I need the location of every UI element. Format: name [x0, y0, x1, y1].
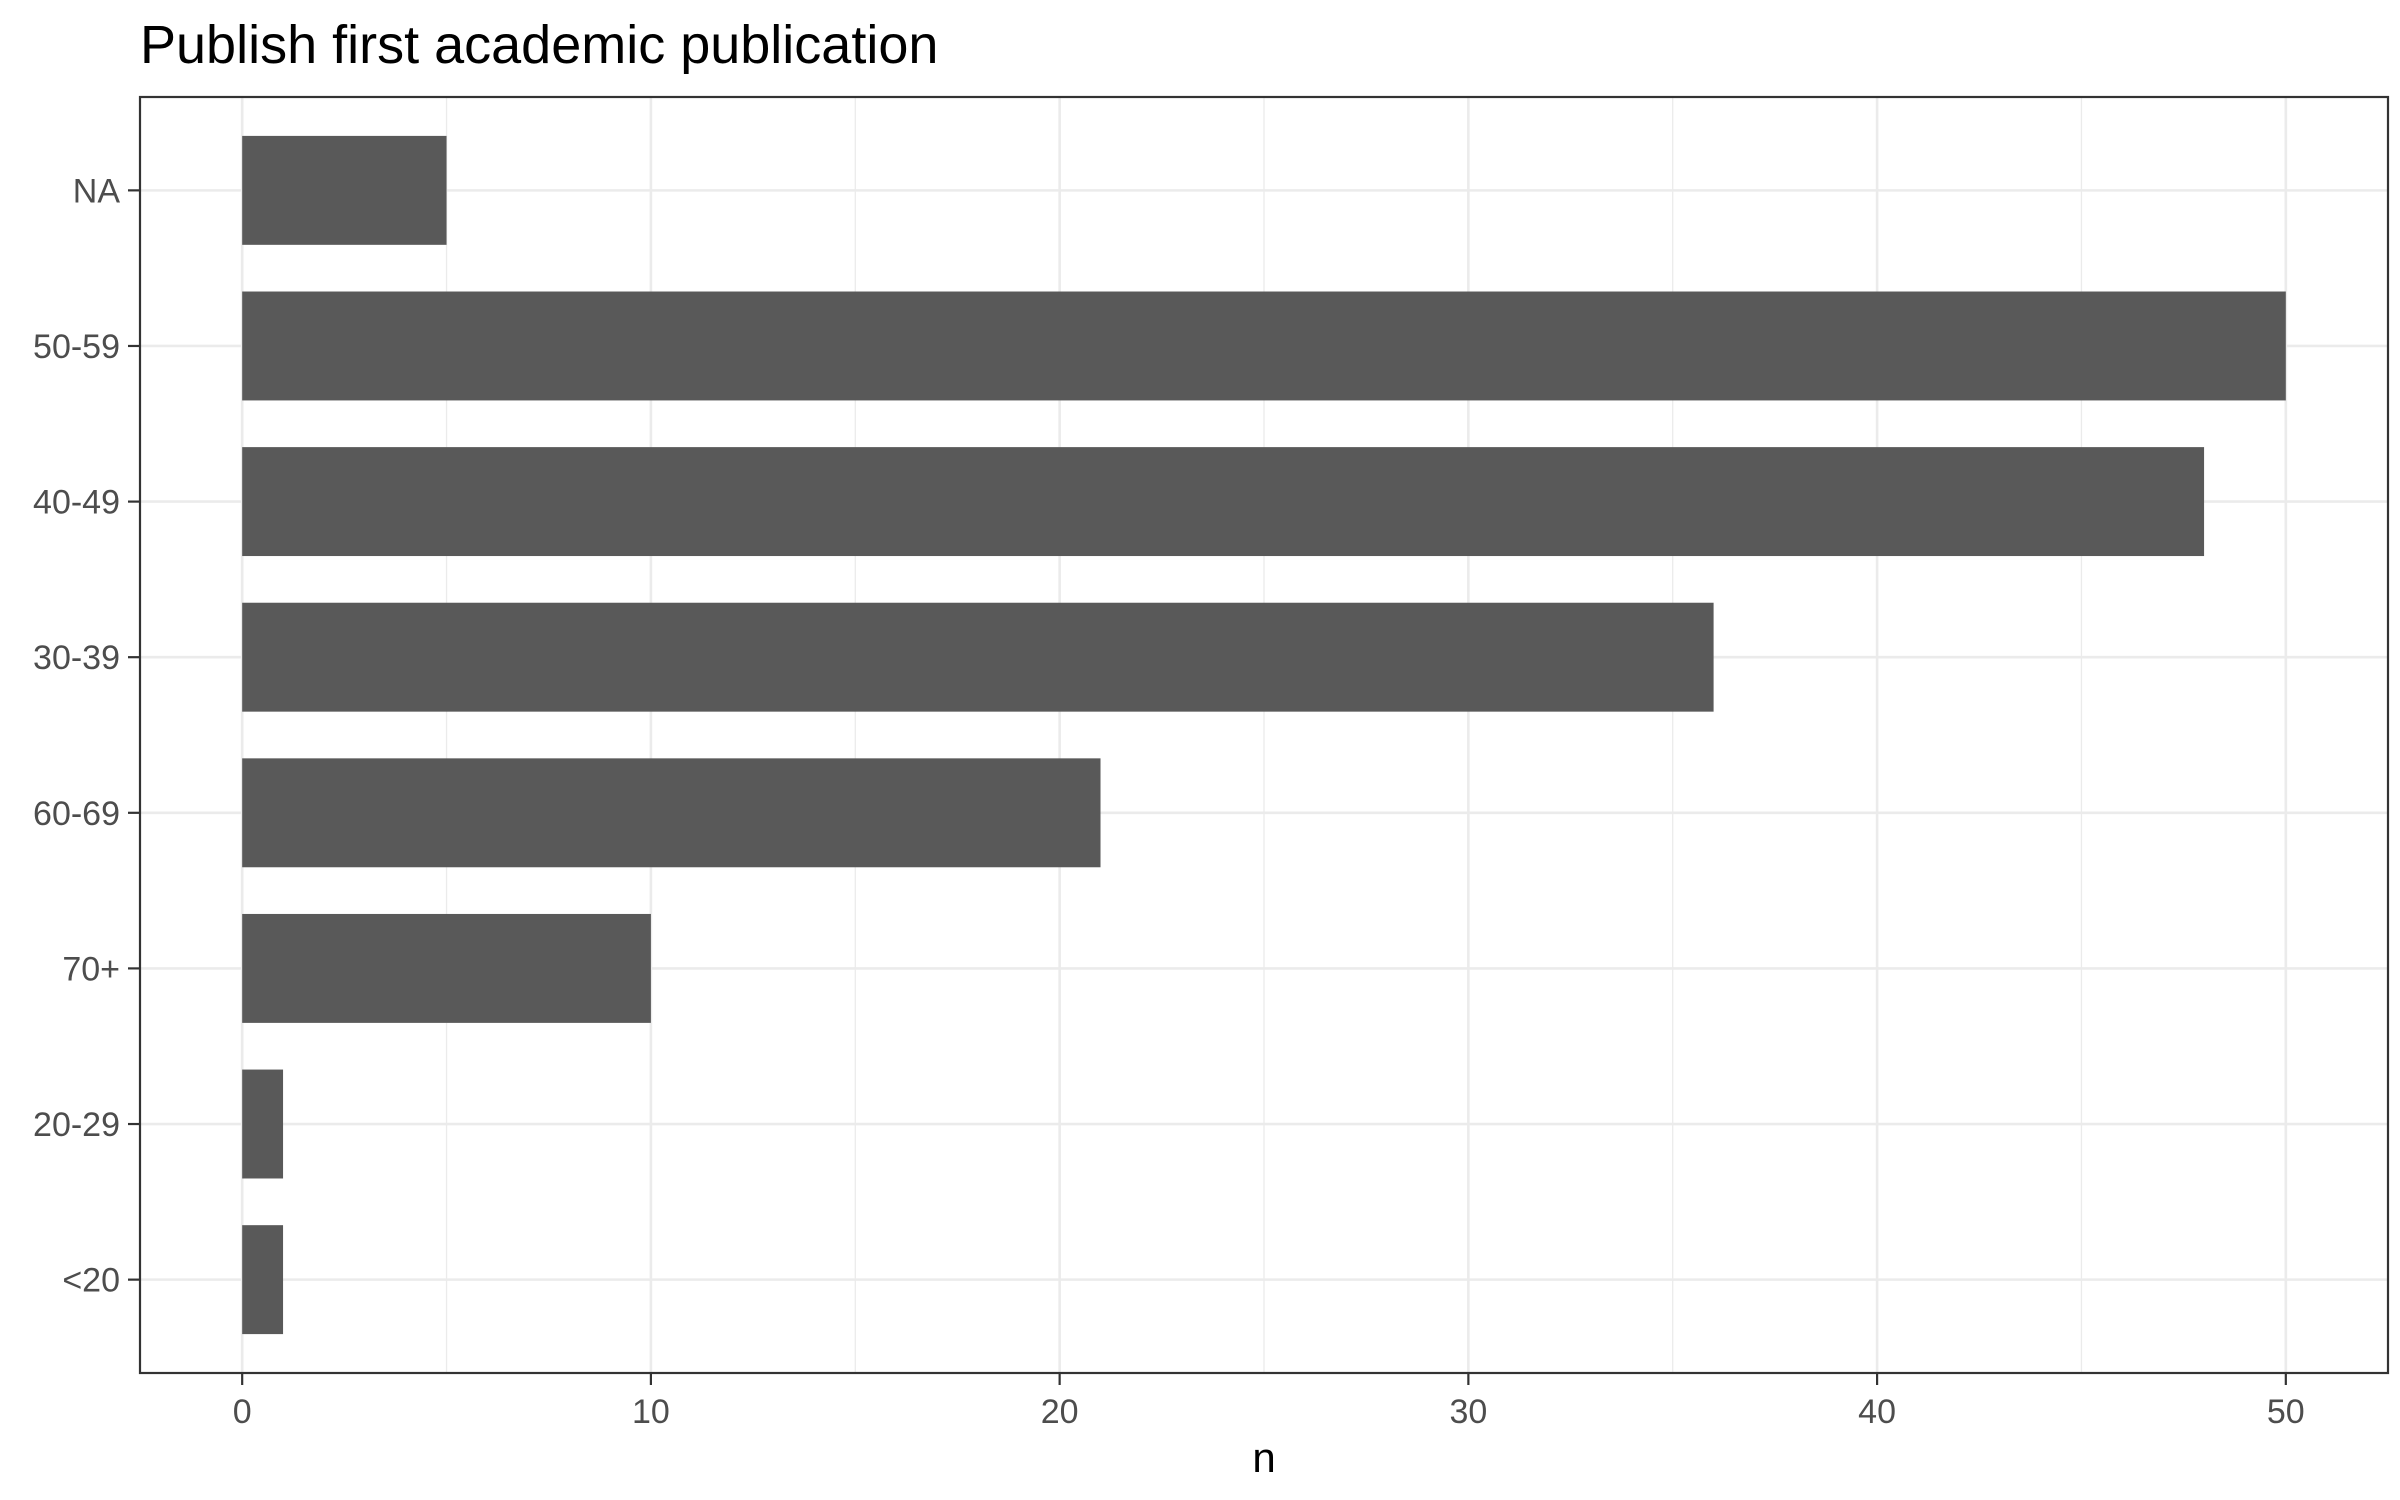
bar: [242, 913, 651, 1023]
y-tick-label: 50-59: [33, 328, 120, 366]
panel-border: [138, 95, 2390, 1375]
y-tick-label: 20-29: [33, 1106, 120, 1144]
y-tick-label: 70+: [62, 950, 120, 988]
x-tick-label: 0: [233, 1393, 252, 1431]
x-axis-title: n: [1252, 1434, 1275, 1481]
grid-lines: [140, 97, 2388, 1373]
y-tick-label: 60-69: [33, 795, 120, 833]
bar: [242, 758, 1101, 868]
bar: [242, 602, 1714, 712]
y-tick-label: NA: [73, 172, 121, 210]
bar: [242, 135, 447, 245]
chart-title: Publish first academic publication: [140, 15, 938, 75]
bar: [242, 1225, 284, 1335]
bar: [242, 1069, 284, 1179]
y-tick-label: 30-39: [33, 639, 120, 677]
x-tick-label: 40: [1858, 1393, 1896, 1431]
x-tick-label: 30: [1449, 1393, 1487, 1431]
x-tick-label: 10: [632, 1393, 670, 1431]
axes: NA 50-59 40-49 30-39 60-69 70+ 20-29 <20 0 10 20 30…: [33, 172, 2305, 1431]
x-tick-label: 20: [1041, 1393, 1079, 1431]
bar: [242, 447, 2205, 557]
x-tick-label: 50: [2267, 1393, 2305, 1431]
bars: [242, 135, 2286, 1335]
y-tick-label: <20: [62, 1262, 120, 1300]
bar: [242, 291, 2286, 401]
y-tick-label: 40-49: [33, 484, 120, 522]
